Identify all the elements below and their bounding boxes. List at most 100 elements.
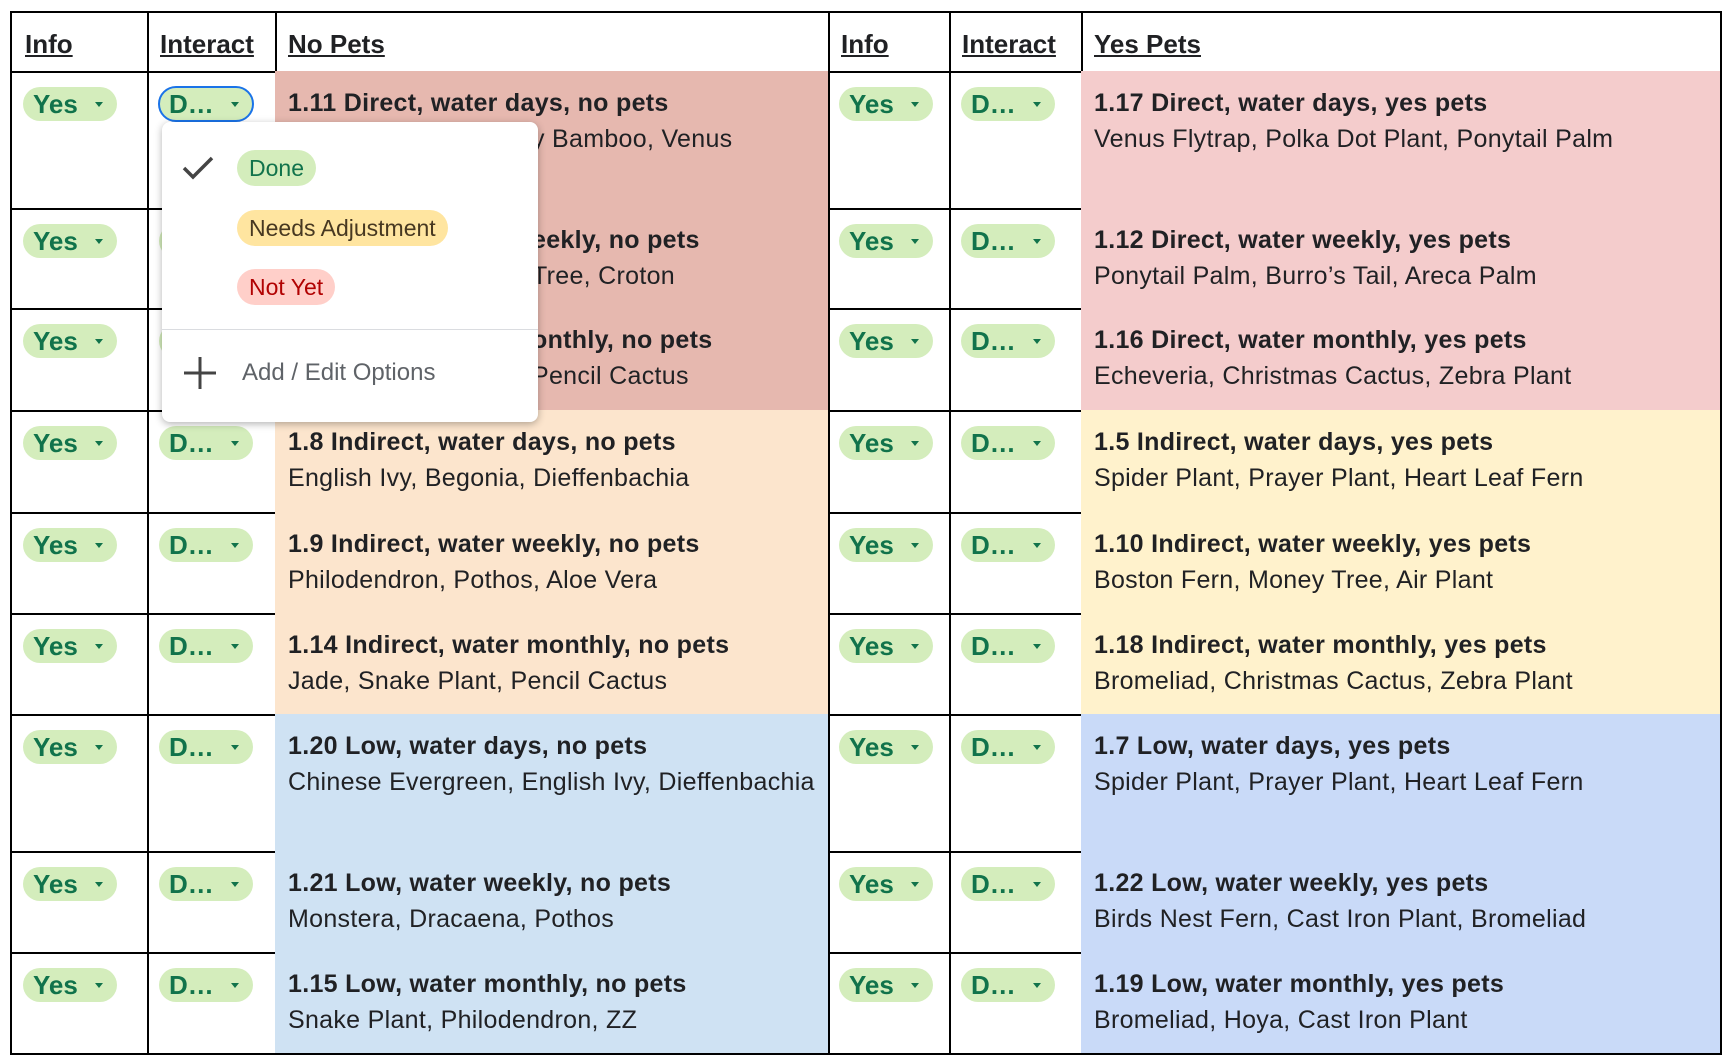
group-title: 1.7 Low, water days, yes pets bbox=[1094, 732, 1451, 760]
header-label: Info bbox=[841, 29, 889, 59]
info-chip[interactable]: Yes bbox=[839, 324, 933, 358]
plant-cell: 1.21 Low, water weekly, no pets Monstera,… bbox=[275, 851, 830, 954]
dropdown-option[interactable]: Needs Adjustment bbox=[237, 210, 448, 246]
plant-text: onthly, no pets Pencil Cactus bbox=[275, 308, 828, 394]
group-title: 1.20 Low, water days, no pets bbox=[288, 732, 648, 760]
header-label: Interact bbox=[962, 29, 1056, 59]
plant-text: 1.14 Indirect, water monthly, no pets Jad… bbox=[275, 613, 828, 699]
info-cell: Yes bbox=[828, 512, 951, 615]
plant-list: Venus Flytrap, Polka Dot Plant, Ponytail… bbox=[1094, 125, 1614, 153]
plant-list: Jade, Snake Plant, Pencil Cactus bbox=[288, 667, 668, 695]
info-chip[interactable]: Yes bbox=[839, 528, 933, 562]
info-chip[interactable]: Yes bbox=[23, 528, 117, 562]
interact-cell: D… bbox=[949, 208, 1083, 310]
interact-chip[interactable]: D… bbox=[159, 629, 253, 663]
info-chip[interactable]: Yes bbox=[839, 968, 933, 1002]
info-chip[interactable]: Yes bbox=[23, 867, 117, 901]
plant-cell: 1.19 Low, water monthly, yes pets Bromeli… bbox=[1081, 952, 1722, 1055]
group-title: 1.5 Indirect, water days, yes pets bbox=[1094, 428, 1494, 456]
plant-text: 1.12 Direct, water weekly, yes pets Ponyt… bbox=[1081, 208, 1720, 294]
info-cell: Yes bbox=[10, 512, 149, 615]
plant-text: eekly, no pets Tree, Croton bbox=[275, 208, 828, 294]
plant-list: Boston Fern, Money Tree, Air Plant bbox=[1094, 566, 1494, 594]
plant-cell: 1.22 Low, water weekly, yes pets Birds Ne… bbox=[1081, 851, 1722, 954]
interact-cell: D… bbox=[949, 952, 1083, 1055]
interact-chip[interactable]: D… bbox=[961, 224, 1055, 258]
plant-text: 1.16 Direct, water monthly, yes pets Eche… bbox=[1081, 308, 1720, 394]
interact-chip[interactable]: D… bbox=[159, 968, 253, 1002]
interact-chip[interactable]: D… bbox=[961, 324, 1055, 358]
interact-chip[interactable]: D… bbox=[961, 629, 1055, 663]
header-cell: Interact bbox=[147, 11, 277, 73]
group-title: 1.8 Indirect, water days, no pets bbox=[288, 428, 676, 456]
header-label: No Pets bbox=[288, 29, 385, 59]
interact-cell: D… bbox=[949, 851, 1083, 954]
info-cell: Yes bbox=[10, 714, 149, 853]
interact-cell: D… bbox=[147, 71, 277, 210]
interact-chip[interactable]: D… bbox=[159, 867, 253, 901]
info-chip[interactable]: Yes bbox=[839, 224, 933, 258]
check-icon bbox=[182, 156, 214, 180]
interact-chip[interactable]: D… bbox=[961, 867, 1055, 901]
interact-cell: D… bbox=[949, 512, 1083, 615]
plant-list: Chinese Evergreen, English Ivy, Dieffenb… bbox=[288, 768, 815, 796]
header-cell: Interact bbox=[949, 11, 1083, 73]
plant-cell: 1.18 Indirect, water monthly, yes pets Br… bbox=[1081, 613, 1722, 716]
plant-cell: 1.11 Direct, water days, no pets y Bamboo… bbox=[275, 71, 830, 210]
plant-list: Spider Plant, Prayer Plant, Heart Leaf F… bbox=[1094, 464, 1584, 492]
info-chip[interactable]: Yes bbox=[839, 87, 933, 121]
interact-cell: D… bbox=[147, 851, 277, 954]
header-cell: No Pets bbox=[275, 11, 830, 73]
separator bbox=[162, 329, 538, 330]
interact-chip[interactable]: D… bbox=[159, 528, 253, 562]
dropdown-option[interactable]: Done bbox=[237, 150, 316, 186]
plant-text: 1.18 Indirect, water monthly, yes pets Br… bbox=[1081, 613, 1720, 699]
group-title: 1.21 Low, water weekly, no pets bbox=[288, 869, 672, 897]
info-cell: Yes bbox=[828, 851, 951, 954]
plant-cell: 1.17 Direct, water days, yes pets Venus F… bbox=[1081, 71, 1722, 210]
interact-cell: D… bbox=[949, 714, 1083, 853]
info-chip[interactable]: Yes bbox=[23, 730, 117, 764]
group-title: 1.9 Indirect, water weekly, no pets bbox=[288, 530, 700, 558]
plant-list: Echeveria, Christmas Cactus, Zebra Plant bbox=[1094, 362, 1572, 390]
interact-chip[interactable]: D… bbox=[961, 528, 1055, 562]
info-chip[interactable]: Yes bbox=[839, 867, 933, 901]
plant-cell: 1.10 Indirect, water weekly, yes pets Bos… bbox=[1081, 512, 1722, 615]
plant-list: Philodendron, Pothos, Aloe Vera bbox=[288, 566, 658, 594]
interact-chip[interactable]: D… bbox=[961, 730, 1055, 764]
info-chip[interactable]: Yes bbox=[23, 968, 117, 1002]
plant-list: Spider Plant, Prayer Plant, Heart Leaf F… bbox=[1094, 768, 1584, 796]
info-chip[interactable]: Yes bbox=[23, 224, 117, 258]
info-chip[interactable]: Yes bbox=[23, 87, 117, 121]
info-chip[interactable]: Yes bbox=[839, 730, 933, 764]
header-label: Info bbox=[25, 29, 73, 59]
add-edit-options[interactable]: Add / Edit Options bbox=[242, 359, 436, 386]
dropdown-option[interactable]: Not Yet bbox=[237, 269, 336, 305]
interact-chip[interactable]: D… bbox=[158, 86, 254, 122]
interact-chip[interactable]: D… bbox=[961, 426, 1055, 460]
info-cell: Yes bbox=[828, 952, 951, 1055]
header-cell: Info bbox=[10, 11, 149, 73]
plant-text: 1.21 Low, water weekly, no pets Monstera,… bbox=[275, 851, 828, 937]
interact-chip[interactable]: D… bbox=[961, 87, 1055, 121]
plant-list: Snake Plant, Philodendron, ZZ bbox=[288, 1006, 638, 1034]
interact-chip[interactable]: D… bbox=[159, 426, 253, 460]
info-cell: Yes bbox=[10, 71, 149, 210]
interact-chip[interactable]: D… bbox=[159, 730, 253, 764]
plant-list: Bromeliad, Hoya, Cast Iron Plant bbox=[1094, 1006, 1468, 1034]
info-cell: Yes bbox=[828, 613, 951, 716]
group-title: 1.14 Indirect, water monthly, no pets bbox=[288, 631, 730, 659]
plant-text: 1.22 Low, water weekly, yes pets Birds Ne… bbox=[1081, 851, 1720, 937]
interact-cell: D… bbox=[949, 613, 1083, 716]
info-chip[interactable]: Yes bbox=[839, 629, 933, 663]
group-title: 1.12 Direct, water weekly, yes pets bbox=[1094, 226, 1512, 254]
info-chip[interactable]: Yes bbox=[839, 426, 933, 460]
interact-chip[interactable]: D… bbox=[961, 968, 1055, 1002]
interact-cell: D… bbox=[949, 308, 1083, 412]
plus-icon bbox=[184, 357, 216, 389]
info-chip[interactable]: Yes bbox=[23, 629, 117, 663]
info-chip[interactable]: Yes bbox=[23, 426, 117, 460]
info-chip[interactable]: Yes bbox=[23, 324, 117, 358]
info-cell: Yes bbox=[828, 714, 951, 853]
